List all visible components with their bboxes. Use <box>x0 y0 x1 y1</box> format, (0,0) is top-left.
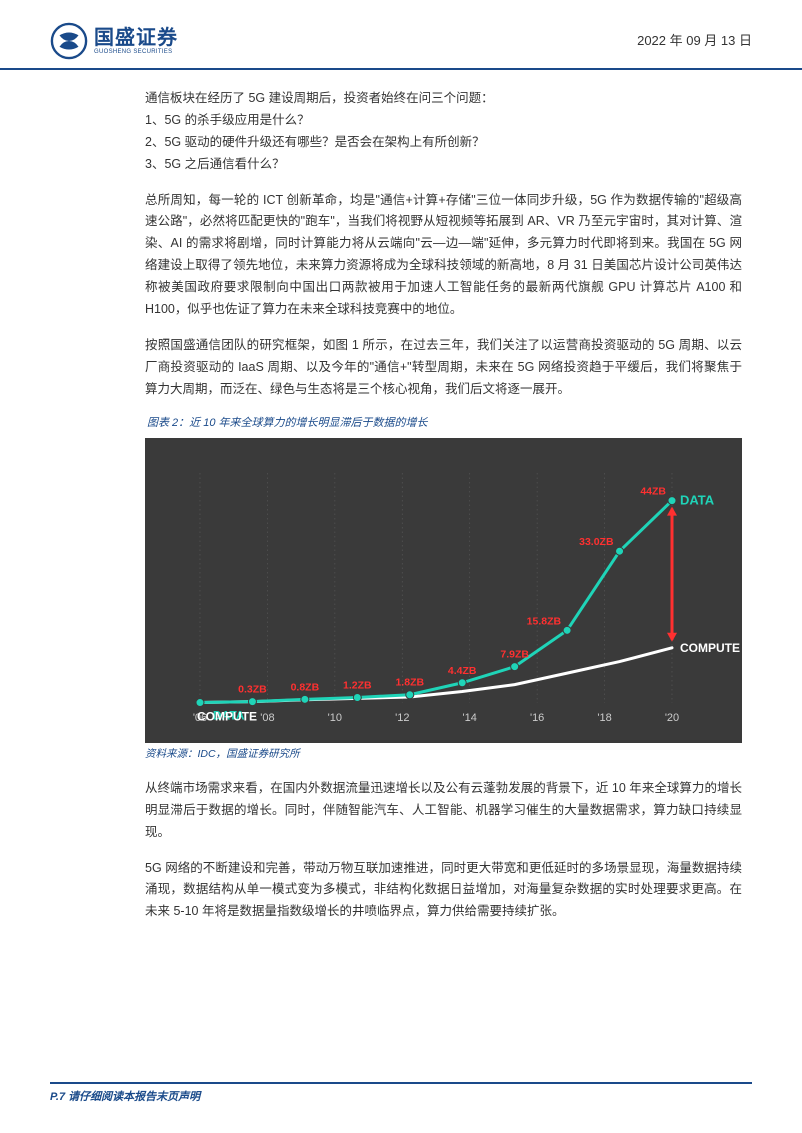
logo-text: 国盛证券 GUOSHENG SECURITIES <box>94 27 178 56</box>
chart-source: 资料来源：IDC，国盛证券研究所 <box>145 746 742 764</box>
main-content: 通信板块在经历了 5G 建设周期后，投资者始终在问三个问题： 1、5G 的杀手级… <box>0 70 802 947</box>
svg-text:'08: '08 <box>260 712 274 724</box>
data-compute-chart: '06'08'10'12'14'16'18'200.3ZB0.8ZB1.2ZB1… <box>145 438 742 743</box>
report-date: 2022 年 09 月 13 日 <box>637 30 752 52</box>
svg-text:COMPUTE: COMPUTE <box>680 641 740 655</box>
svg-text:'14: '14 <box>463 712 477 724</box>
svg-text:4.4ZB: 4.4ZB <box>448 665 477 677</box>
paragraph-3: 按照国盛通信团队的研究框架，如图 1 所示，在过去三年，我们关注了以运营商投资驱… <box>145 335 742 401</box>
svg-text:44ZB: 44ZB <box>640 486 666 498</box>
page-header: 国盛证券 GUOSHENG SECURITIES 2022 年 09 月 13 … <box>0 0 802 70</box>
paragraph-4: 从终端市场需求来看，在国内外数据流量迅速增长以及公有云蓬勃发展的背景下，近 10… <box>145 778 742 844</box>
logo-area: 国盛证券 GUOSHENG SECURITIES <box>50 22 178 60</box>
svg-text:'12: '12 <box>395 712 409 724</box>
intro-para: 通信板块在经历了 5G 建设周期后，投资者始终在问三个问题： 1、5G 的杀手级… <box>145 88 742 176</box>
svg-text:7.9ZB: 7.9ZB <box>500 649 529 661</box>
p1a-line: 1、5G 的杀手级应用是什么？ <box>145 113 310 127</box>
footer-disclaimer: P.7 请仔细阅读本报告末页声明 <box>50 1088 752 1107</box>
page-footer: P.7 请仔细阅读本报告末页声明 <box>50 1082 752 1107</box>
svg-text:DATA: DATA <box>680 493 715 508</box>
paragraph-2: 总所周知，每一轮的 ICT 创新革命，均是"通信+计算+存储"三位一体同步升级，… <box>145 190 742 321</box>
svg-text:0.3ZB: 0.3ZB <box>238 684 267 696</box>
svg-text:0.8ZB: 0.8ZB <box>291 681 320 693</box>
svg-text:'16: '16 <box>530 712 544 724</box>
svg-text:1.2ZB: 1.2ZB <box>343 680 372 692</box>
paragraph-5: 5G 网络的不断建设和完善，带动万物互联加速推进，同时更大带宽和更低延时的多场景… <box>145 858 742 924</box>
chart-container: '06'08'10'12'14'16'18'200.3ZB0.8ZB1.2ZB1… <box>145 438 742 743</box>
logo-sub-text: GUOSHENG SECURITIES <box>94 49 178 56</box>
svg-text:COMPUTE: COMPUTE <box>197 710 257 724</box>
svg-text:1.8ZB: 1.8ZB <box>395 677 424 689</box>
p1c-line: 3、5G 之后通信看什么？ <box>145 157 285 171</box>
logo-main-text: 国盛证券 <box>94 27 178 49</box>
chart-title: 图表 2：近 10 年来全球算力的增长明显滞后于数据的增长 <box>145 414 742 433</box>
svg-text:33.0ZB: 33.0ZB <box>579 536 614 548</box>
company-logo-icon <box>50 22 88 60</box>
p1b-line: 2、5G 驱动的硬件升级还有哪些？是否会在架构上有所创新？ <box>145 135 485 149</box>
svg-text:'20: '20 <box>665 712 679 724</box>
p1-line: 通信板块在经历了 5G 建设周期后，投资者始终在问三个问题： <box>145 91 494 105</box>
svg-text:'10: '10 <box>328 712 342 724</box>
svg-text:'18: '18 <box>597 712 611 724</box>
svg-text:15.8ZB: 15.8ZB <box>527 615 562 627</box>
